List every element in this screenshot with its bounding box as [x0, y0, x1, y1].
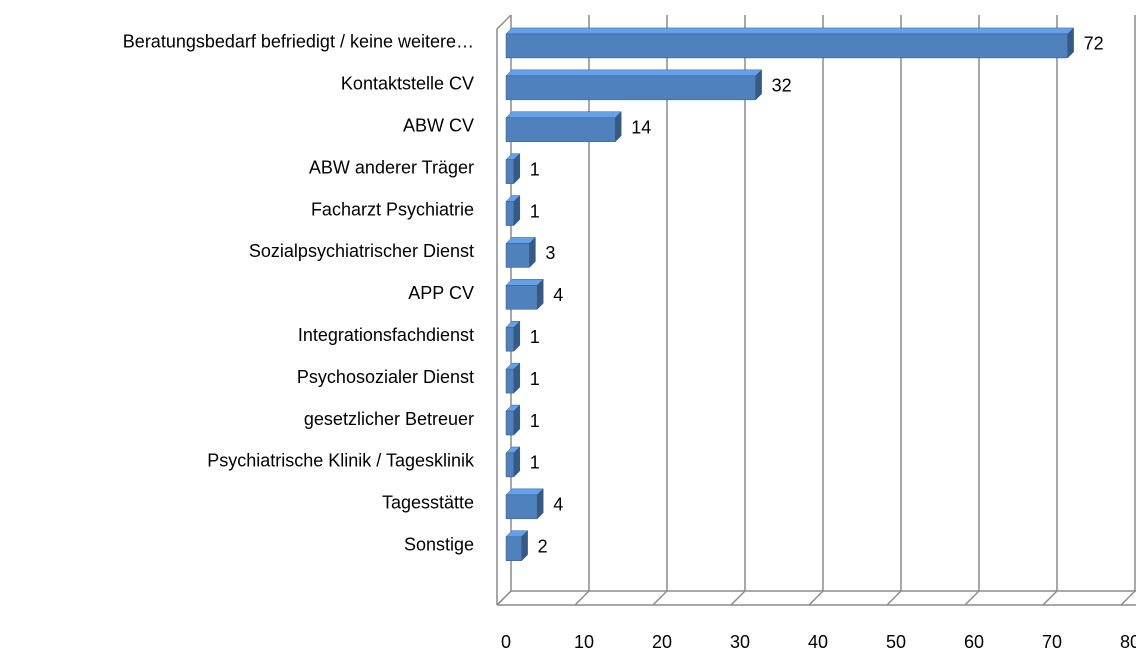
data-label: 4: [553, 495, 563, 515]
data-label: 1: [530, 201, 540, 221]
data-label: 1: [530, 327, 540, 347]
data-label: 4: [553, 285, 563, 305]
data-label: 32: [772, 76, 792, 96]
x-tick-label: 0: [501, 632, 511, 652]
y-tick-label: Sozialpsychiatrischer Dienst: [249, 241, 474, 261]
x-tick-label: 20: [652, 632, 672, 652]
data-label: 1: [530, 159, 540, 179]
y-tick-label: Beratungsbedarf befriedigt / keine weite…: [123, 32, 474, 52]
bar: [505, 111, 622, 143]
data-label: 14: [631, 118, 651, 138]
y-tick-label: gesetzlicher Betreuer: [304, 409, 474, 429]
data-label: 3: [545, 243, 555, 263]
data-label: 72: [1084, 34, 1104, 54]
x-tick-label: 70: [1042, 632, 1062, 652]
bar: [505, 446, 521, 478]
bar: [505, 27, 1075, 59]
y-tick-label: Sonstige: [404, 535, 474, 555]
wall-edge: [496, 14, 512, 30]
grid-line: [496, 590, 512, 606]
bar: [505, 236, 537, 269]
data-label: 1: [530, 453, 540, 473]
x-tick-label: 40: [808, 632, 828, 652]
y-tick-label: Kontaktstelle CV: [341, 74, 474, 94]
grid-line: [964, 590, 980, 606]
y-tick-label: Facharzt Psychiatrie: [311, 199, 474, 219]
x-tick-label: 30: [730, 632, 750, 652]
bar: [505, 488, 544, 520]
y-tick-label: Integrationsfachdienst: [298, 325, 474, 345]
x-tick-label: 50: [886, 632, 906, 652]
data-label: 1: [530, 411, 540, 431]
bar: [505, 194, 521, 227]
grid-line: [886, 590, 902, 606]
bar: [505, 69, 763, 101]
y-tick-label: APP CV: [408, 283, 474, 303]
x-tick-label: 80: [1120, 632, 1136, 652]
bar: [505, 320, 521, 352]
bar: [505, 362, 521, 394]
y-tick-label: Tagesstätte: [382, 493, 474, 513]
y-tick-label: Psychosozialer Dienst: [297, 367, 474, 387]
x-tick-label: 60: [964, 632, 984, 652]
x-tick-label: 10: [574, 632, 594, 652]
bar: [505, 153, 521, 185]
data-label: 2: [538, 537, 548, 557]
y-tick-label: ABW anderer Träger: [309, 157, 474, 177]
grid-line: [1120, 590, 1136, 606]
bar: [505, 404, 521, 436]
grid-line: [1042, 590, 1058, 606]
y-tick-label: ABW CV: [403, 116, 474, 136]
data-label: 1: [530, 369, 540, 389]
grid-line: [730, 590, 746, 606]
bar: [505, 530, 529, 562]
grid-line: [574, 590, 590, 606]
grid-line: [808, 590, 824, 606]
bar: [505, 278, 544, 310]
grid-line: [652, 590, 668, 606]
y-tick-label: Psychiatrische Klinik / Tagesklinik: [207, 451, 475, 471]
